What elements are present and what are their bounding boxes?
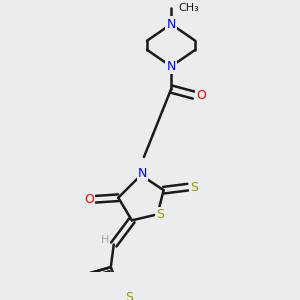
Text: N: N <box>167 60 176 73</box>
Text: S: S <box>156 208 164 221</box>
Text: N: N <box>138 167 147 180</box>
Text: H: H <box>100 235 109 245</box>
Text: CH₃: CH₃ <box>179 2 200 13</box>
Text: O: O <box>196 88 206 102</box>
Text: O: O <box>84 193 94 206</box>
Text: N: N <box>167 18 176 31</box>
Text: S: S <box>125 291 134 300</box>
Text: S: S <box>190 181 198 194</box>
